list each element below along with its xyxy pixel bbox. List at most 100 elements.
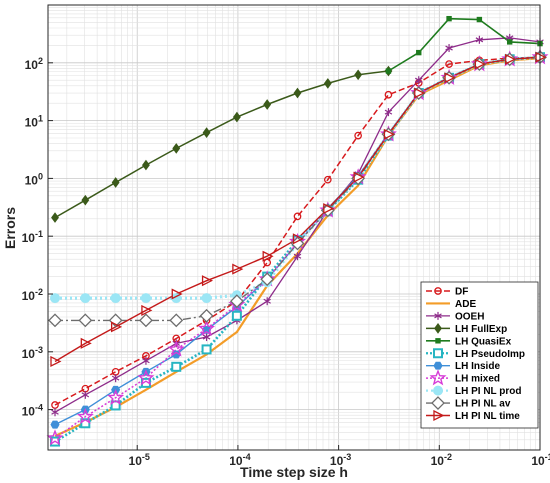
data-point <box>476 16 483 23</box>
data-point <box>81 390 90 399</box>
data-point <box>142 159 150 171</box>
series-line <box>54 56 541 406</box>
series-markers <box>46 15 549 447</box>
data-point <box>263 297 271 306</box>
legend-label: LH FullExp <box>455 324 507 335</box>
legend-label: LH Inside <box>455 361 500 372</box>
data-point <box>110 293 121 304</box>
data-point <box>384 90 393 99</box>
data-point <box>171 288 183 300</box>
y-tick-label: 100 <box>25 171 43 187</box>
series-line <box>54 70 389 219</box>
legend-marker <box>434 287 442 295</box>
data-point <box>323 78 332 89</box>
data-point <box>140 293 151 304</box>
y-tick-label: 102 <box>25 56 43 72</box>
data-point <box>506 39 513 45</box>
legend-label: LH QuasiEx <box>455 336 512 347</box>
data-point <box>202 333 211 342</box>
data-point <box>50 355 62 368</box>
data-point <box>81 194 90 206</box>
y-axis-label: Errors <box>2 207 18 249</box>
legend-marker <box>431 396 445 410</box>
series-line <box>55 55 541 300</box>
data-point <box>293 87 302 99</box>
data-point <box>171 361 182 372</box>
data-point <box>232 111 241 123</box>
data-point <box>383 128 395 140</box>
data-point <box>353 171 365 183</box>
data-point <box>50 293 61 304</box>
legend-marker <box>433 409 445 422</box>
data-point <box>198 319 216 337</box>
legend-label: LH PI NL av <box>455 399 511 410</box>
data-point <box>201 344 212 355</box>
data-point <box>229 294 244 309</box>
legend-label: LH PseudoImp <box>455 349 525 360</box>
y-tick-label: 10-3 <box>22 345 43 361</box>
legend-label: ADE <box>455 299 476 310</box>
legend-label: LH PI NL time <box>455 411 520 422</box>
y-tick-label: 10-1 <box>22 229 43 245</box>
data-point <box>201 275 214 287</box>
legend-marker <box>429 369 447 386</box>
data-point <box>414 87 426 99</box>
data-point <box>444 72 456 84</box>
x-tick-label: 10-5 <box>129 452 150 468</box>
data-point <box>169 313 184 328</box>
data-point <box>46 429 64 446</box>
x-axis-ticks: 10-5 10-4 10-3 10-2 10-1 <box>129 445 550 468</box>
x-tick-label: 10-4 <box>229 452 250 468</box>
legend-marker <box>433 385 443 396</box>
y-tick-label: 10-2 <box>22 287 43 303</box>
data-point <box>263 99 272 110</box>
y-tick-label: 101 <box>25 114 43 130</box>
data-point <box>354 131 362 140</box>
data-point <box>385 68 392 74</box>
data-point <box>323 175 332 184</box>
legend-marker <box>434 311 442 320</box>
data-point <box>48 313 62 328</box>
data-point <box>76 407 94 425</box>
data-point <box>141 304 153 316</box>
data-point <box>323 203 335 215</box>
legend-marker <box>433 348 443 359</box>
data-point <box>232 263 244 275</box>
data-point <box>80 337 92 349</box>
data-point <box>172 143 181 154</box>
data-point <box>475 35 484 44</box>
data-point <box>260 272 275 287</box>
data-point <box>139 313 153 328</box>
x-axis-label: Time step size h <box>240 464 348 480</box>
data-point <box>202 127 211 138</box>
data-point <box>167 340 185 357</box>
legend-marker <box>433 361 443 370</box>
data-point <box>110 321 123 333</box>
legend-label: LH mixed <box>455 374 500 385</box>
data-point <box>137 369 155 386</box>
data-point <box>51 212 59 223</box>
data-point <box>199 308 214 323</box>
data-point <box>80 293 91 304</box>
data-point <box>107 388 125 406</box>
data-point <box>51 401 59 409</box>
x-tick-label: 10-3 <box>330 452 351 468</box>
x-tick-label: 10-1 <box>531 452 550 468</box>
data-point <box>111 177 120 188</box>
legend-marker <box>434 323 442 334</box>
y-tick-label: 10-4 <box>22 403 43 419</box>
data-point <box>354 69 363 81</box>
data-point <box>51 408 59 417</box>
data-point <box>78 313 93 328</box>
data-point <box>445 44 453 53</box>
data-point <box>445 60 453 68</box>
legend-label: LH PI NL prod <box>455 386 521 397</box>
data-point <box>474 58 486 70</box>
x-tick-label: 10-2 <box>431 452 452 468</box>
data-point <box>414 76 423 85</box>
legend-label: DF <box>455 287 468 298</box>
data-point <box>50 420 60 429</box>
data-point <box>293 252 302 261</box>
